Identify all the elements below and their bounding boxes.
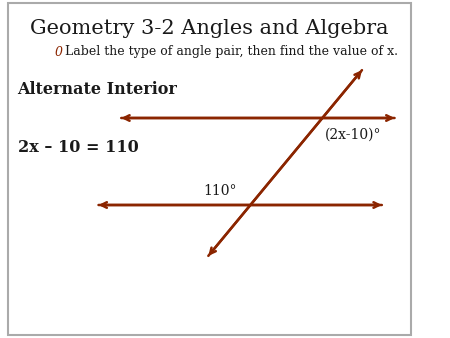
Text: Alternate Interior: Alternate Interior [18, 81, 177, 98]
Text: 110°: 110° [203, 184, 236, 198]
Text: (2x-10)°: (2x-10)° [324, 128, 381, 142]
Text: Label the type of angle pair, then find the value of x.: Label the type of angle pair, then find … [61, 46, 398, 58]
Text: 2x – 10 = 110: 2x – 10 = 110 [18, 140, 138, 156]
Text: 0: 0 [55, 46, 63, 58]
Text: Geometry 3-2 Angles and Algebra: Geometry 3-2 Angles and Algebra [30, 19, 388, 38]
